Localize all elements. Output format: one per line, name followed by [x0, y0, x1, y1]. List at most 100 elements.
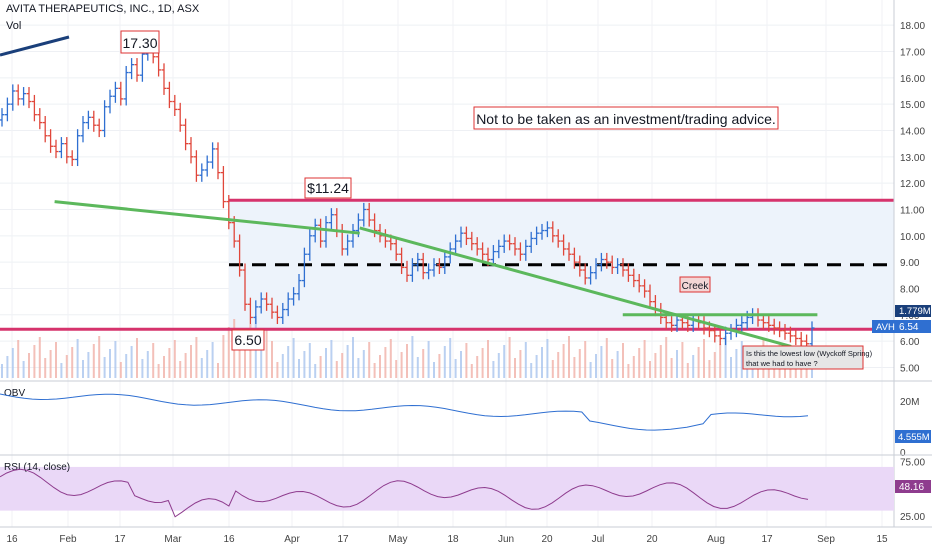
volume-bar	[530, 363, 533, 378]
volume-bar	[55, 342, 57, 378]
volume-bar	[287, 346, 290, 378]
volume-bar	[708, 360, 711, 378]
rsi-line	[0, 468, 809, 518]
volume-bar	[676, 350, 678, 378]
volume-bar	[379, 355, 381, 378]
volume-bar	[454, 359, 457, 378]
price-tick-label: 8.00	[900, 284, 920, 295]
volume-bar	[314, 364, 317, 378]
volume-bar	[352, 337, 354, 378]
volume-bar	[76, 339, 79, 378]
rsi-label: RSI (14, close)	[4, 462, 70, 473]
volume-bar	[17, 340, 20, 378]
volume-bar	[168, 348, 171, 378]
volume-bar	[1, 364, 3, 378]
volume-bar	[368, 342, 371, 378]
price-axis-bg	[894, 0, 932, 550]
last-price-symbol: AVH	[876, 322, 895, 333]
volume-bar	[11, 348, 14, 378]
volume-bar	[163, 356, 165, 378]
price-tick-label: 5.00	[900, 363, 920, 374]
volume-bar	[325, 348, 327, 378]
volume-bar	[346, 345, 349, 378]
volume-bar	[141, 359, 144, 378]
volume-bar	[271, 341, 273, 378]
price-tick-label: 13.00	[900, 153, 925, 164]
volume-bar	[681, 342, 684, 378]
price-tick-label: 11.00	[900, 205, 925, 216]
obv-value-badge	[895, 430, 931, 443]
volume-bar	[400, 352, 403, 378]
time-tick-label: 17	[337, 534, 349, 545]
volume-bar	[519, 350, 522, 378]
volume-bar	[22, 361, 25, 378]
volume-bar	[98, 336, 101, 378]
time-tick-label: May	[389, 534, 408, 545]
volume-bar	[227, 327, 230, 378]
disclaimer-label: Not to be taken as an investment/trading…	[476, 111, 776, 127]
volume-bar	[38, 337, 41, 378]
volume-bar	[308, 343, 311, 378]
price-tick-label: 18.00	[900, 21, 925, 32]
volume-bar	[411, 336, 414, 378]
volume-bar	[44, 358, 47, 378]
volume-bar	[222, 335, 225, 378]
volume-bar	[665, 337, 668, 378]
volume-bar	[605, 338, 608, 378]
volume-bar	[616, 351, 619, 378]
time-tick-label: 18	[447, 534, 459, 545]
trend-line	[359, 226, 792, 348]
volume-bar	[200, 358, 203, 378]
volume-bar	[265, 329, 268, 378]
volume-bar	[82, 360, 84, 378]
volume-bar	[589, 362, 592, 378]
volume-label: Vol	[6, 20, 22, 32]
obv-tick-label: 20M	[900, 397, 919, 408]
volume-bar	[184, 353, 187, 378]
volume-bar	[190, 345, 192, 378]
volume-bar	[713, 352, 716, 378]
volume-bar	[557, 352, 560, 378]
volume-bar	[49, 350, 52, 378]
volume-bar	[735, 349, 738, 378]
question-line-1: Is this the lowest low (Wyckoff Spring)	[746, 349, 873, 358]
trend-line	[0, 35, 70, 57]
volume-bar	[654, 353, 657, 378]
volume-bar	[481, 348, 484, 378]
time-tick-label: 20	[541, 534, 553, 545]
obv-value-label: 4.555M	[898, 432, 930, 443]
time-tick-label: Jun	[498, 534, 514, 545]
volume-bar	[173, 340, 176, 378]
volume-bar	[568, 336, 570, 378]
volume-bar	[136, 338, 138, 378]
volume-bar	[730, 357, 732, 378]
volume-bar	[784, 364, 786, 378]
volume-bar	[303, 351, 306, 378]
volume-bar	[206, 350, 209, 378]
volume-bar	[92, 344, 95, 378]
volume-bar	[670, 358, 673, 378]
volume-bar	[492, 361, 495, 378]
volume-bar	[584, 341, 587, 378]
volume-bar	[611, 359, 614, 378]
volume-bar	[362, 350, 365, 378]
volume-bar	[260, 337, 263, 378]
volume-bar	[659, 345, 662, 378]
volume-bar	[449, 338, 452, 378]
volume-bar	[497, 353, 500, 378]
volume-value-label: 1.779M	[899, 306, 931, 317]
volume-bar	[600, 346, 603, 378]
time-tick-label: Feb	[59, 534, 77, 545]
volume-bar	[438, 354, 441, 378]
volume-bar	[643, 340, 646, 378]
volume-value-badge	[895, 305, 931, 317]
time-tick-label: 17	[114, 534, 126, 545]
volume-bar	[638, 348, 641, 378]
volume-bar	[33, 345, 36, 378]
resistance-label-box	[304, 177, 352, 199]
volume-bar	[578, 349, 581, 378]
volume-bar	[298, 359, 300, 378]
price-tick-label: 17.00	[900, 47, 925, 58]
volume-bar	[535, 355, 538, 378]
